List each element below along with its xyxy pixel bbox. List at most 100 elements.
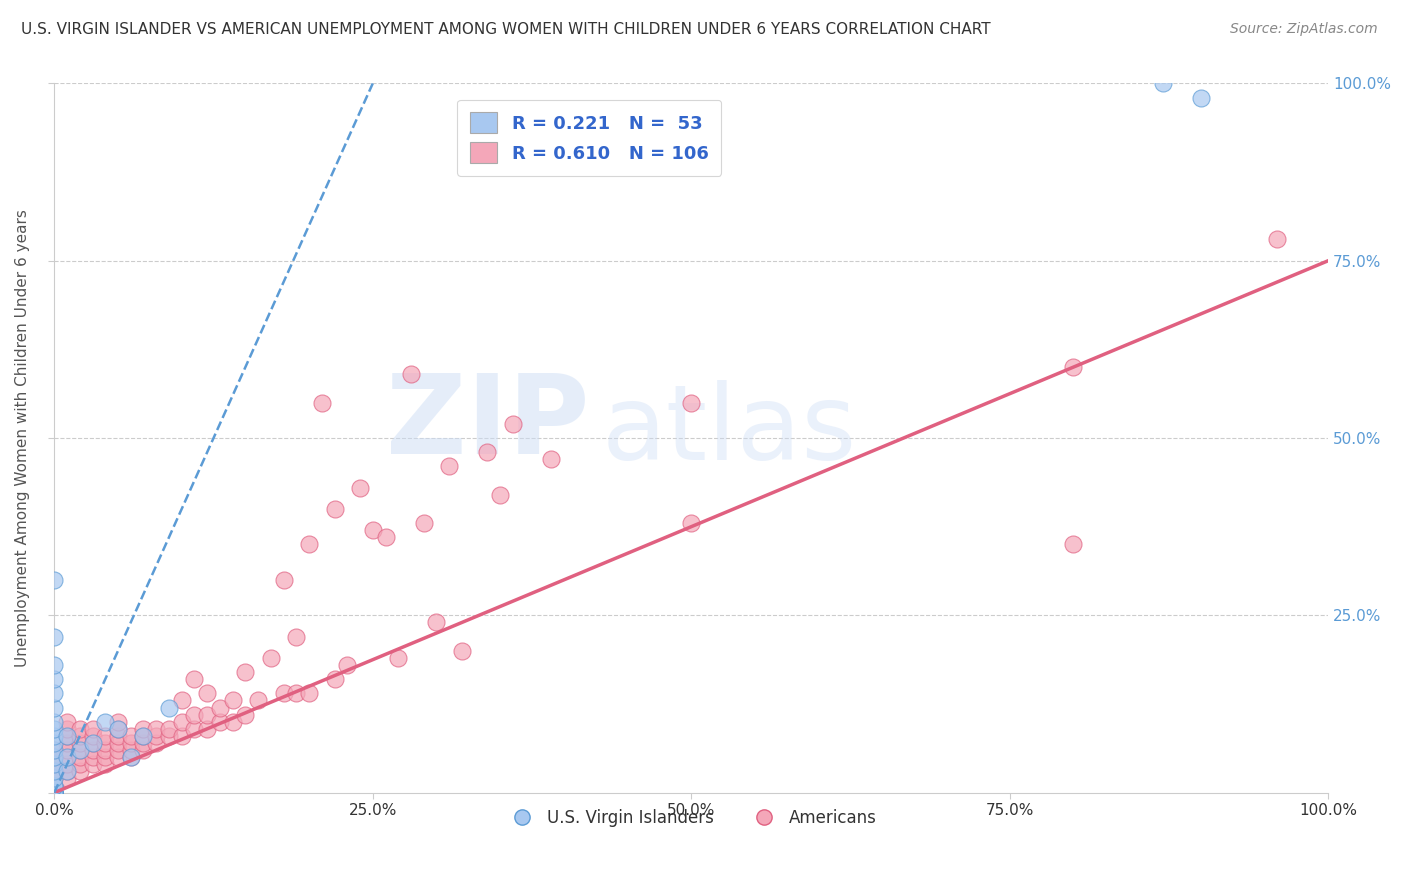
Point [44, 786, 66, 800]
Point [120, 750, 142, 764]
Point [82, 750, 104, 764]
Point [107, 750, 129, 764]
Point [298, 537, 321, 551]
Point [56, 764, 79, 779]
Point [44, 757, 66, 772]
Point [157, 729, 180, 743]
Point [82, 757, 104, 772]
Point [56, 714, 79, 729]
Point [44, 786, 66, 800]
Point [44, 786, 66, 800]
Point [107, 722, 129, 736]
Point [44, 743, 66, 757]
Point [56, 736, 79, 750]
Point [94, 757, 117, 772]
Point [1189, 90, 1212, 104]
Point [107, 729, 129, 743]
Point [82, 743, 104, 757]
Point [273, 686, 295, 700]
Legend: U.S. Virgin Islanders, Americans: U.S. Virgin Islanders, Americans [499, 803, 883, 834]
Point [44, 786, 66, 800]
Point [235, 665, 257, 679]
Point [195, 707, 218, 722]
Point [681, 395, 703, 409]
Point [44, 764, 66, 779]
Point [56, 750, 79, 764]
Point [69, 729, 91, 743]
Point [69, 750, 91, 764]
Point [183, 707, 205, 722]
Point [44, 779, 66, 793]
Point [44, 786, 66, 800]
Point [107, 743, 129, 757]
Point [107, 714, 129, 729]
Point [44, 772, 66, 786]
Point [183, 672, 205, 686]
Point [44, 729, 66, 743]
Point [44, 786, 66, 800]
Point [44, 786, 66, 800]
Point [44, 700, 66, 714]
Point [69, 722, 91, 736]
Point [44, 786, 66, 800]
Point [44, 786, 66, 800]
Point [221, 693, 243, 707]
Point [44, 573, 66, 587]
Point [44, 722, 66, 736]
Point [451, 644, 474, 658]
Point [94, 729, 117, 743]
Point [44, 786, 66, 800]
Point [387, 651, 409, 665]
Point [349, 481, 371, 495]
Point [44, 672, 66, 686]
Point [195, 722, 218, 736]
Point [208, 714, 231, 729]
Point [44, 786, 66, 800]
Point [425, 615, 447, 630]
Point [94, 736, 117, 750]
Point [145, 736, 167, 750]
Point [437, 459, 460, 474]
Point [1152, 77, 1174, 91]
Point [44, 750, 66, 764]
Point [1062, 537, 1084, 551]
Point [44, 630, 66, 644]
Point [44, 764, 66, 779]
Point [44, 757, 66, 772]
Point [157, 722, 180, 736]
Point [247, 693, 270, 707]
Point [44, 786, 66, 800]
Point [195, 686, 218, 700]
Point [120, 736, 142, 750]
Point [285, 686, 308, 700]
Point [132, 729, 155, 743]
Point [44, 786, 66, 800]
Point [132, 743, 155, 757]
Point [69, 743, 91, 757]
Point [489, 488, 512, 502]
Point [298, 686, 321, 700]
Point [56, 750, 79, 764]
Point [44, 786, 66, 800]
Point [82, 736, 104, 750]
Point [44, 764, 66, 779]
Point [56, 729, 79, 743]
Point [69, 764, 91, 779]
Point [208, 700, 231, 714]
Point [107, 736, 129, 750]
Point [44, 772, 66, 786]
Point [273, 573, 295, 587]
Text: U.S. VIRGIN ISLANDER VS AMERICAN UNEMPLOYMENT AMONG WOMEN WITH CHILDREN UNDER 6 : U.S. VIRGIN ISLANDER VS AMERICAN UNEMPLO… [21, 22, 991, 37]
Point [44, 786, 66, 800]
Point [1062, 360, 1084, 375]
Point [183, 722, 205, 736]
Point [69, 736, 91, 750]
Point [107, 722, 129, 736]
Point [44, 786, 66, 800]
Point [540, 452, 562, 467]
Point [170, 729, 193, 743]
Point [44, 786, 66, 800]
Point [44, 772, 66, 786]
Point [56, 772, 79, 786]
Point [1265, 232, 1288, 246]
